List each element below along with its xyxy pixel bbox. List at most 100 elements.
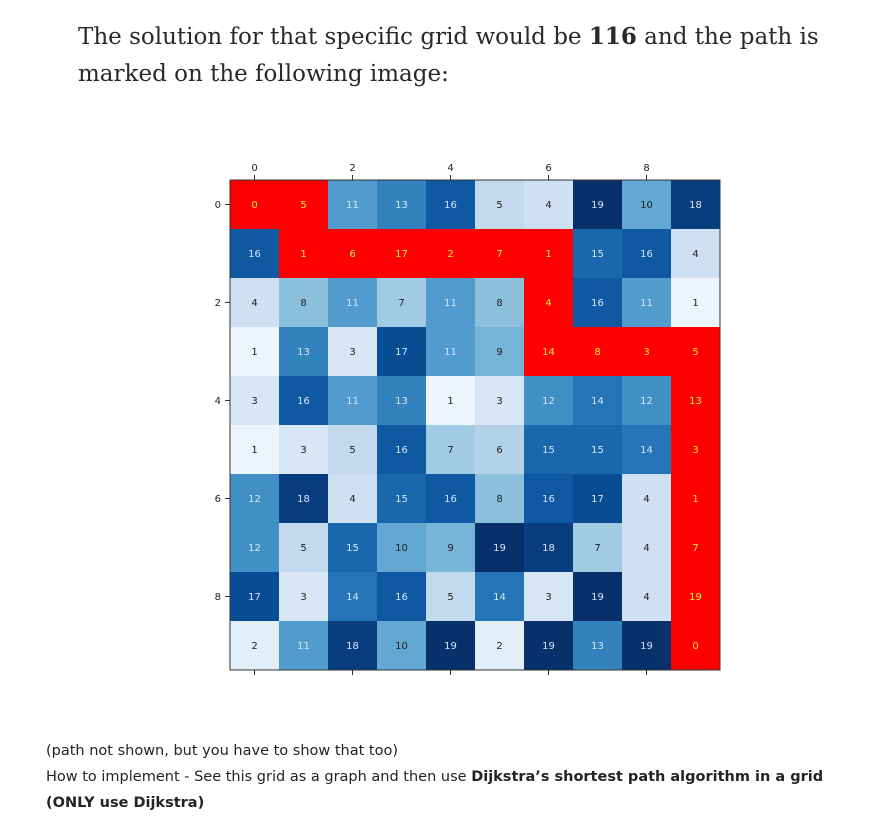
- cell-value: 7: [496, 249, 502, 260]
- cell-value: 11: [640, 298, 653, 309]
- grid-cell: [328, 278, 378, 328]
- grid-cell: [622, 425, 672, 475]
- path-cell: [475, 229, 525, 279]
- grid-cell: [230, 278, 280, 328]
- grid-cell: [622, 278, 672, 328]
- grid-cell: [475, 621, 525, 671]
- grid-cell: [671, 278, 721, 328]
- cell-value: 12: [248, 494, 261, 505]
- grid-cell: [622, 523, 672, 573]
- grid-cell: [573, 180, 623, 230]
- cell-value: 16: [248, 249, 261, 260]
- cell-value: 14: [591, 396, 604, 407]
- grid-cell: [671, 229, 721, 279]
- grid-cell: [377, 474, 427, 524]
- cell-value: 7: [594, 543, 600, 554]
- cell-value: 4: [545, 298, 551, 309]
- cell-value: 1: [251, 445, 257, 456]
- grid-cell: [328, 572, 378, 622]
- cell-value: 7: [447, 445, 453, 456]
- grid-cell: [426, 376, 476, 426]
- cell-value: 16: [297, 396, 310, 407]
- grid-cell: [671, 180, 721, 230]
- grid-cell: [475, 327, 525, 377]
- cell-value: 2: [496, 641, 502, 652]
- grid-cell: [524, 376, 574, 426]
- cell-value: 3: [251, 396, 257, 407]
- grid-cell: [426, 621, 476, 671]
- grid-cell: [524, 425, 574, 475]
- cell-value: 4: [643, 494, 649, 505]
- cell-value: 4: [251, 298, 257, 309]
- cell-value: 13: [689, 396, 702, 407]
- cell-value: 1: [692, 298, 698, 309]
- cell-value: 1: [251, 347, 257, 358]
- grid-cell: [426, 327, 476, 377]
- y-tick-label: 4: [215, 396, 221, 407]
- path-cell: [377, 229, 427, 279]
- cell-value: 12: [248, 543, 261, 554]
- cell-value: 3: [300, 445, 306, 456]
- cell-value: 4: [692, 249, 698, 260]
- grid-cell: [377, 180, 427, 230]
- grid-cell: [573, 229, 623, 279]
- x-tick-label: 6: [545, 163, 551, 174]
- grid-cell: [230, 474, 280, 524]
- y-tick-label: 2: [215, 298, 221, 309]
- path-cell: [671, 376, 721, 426]
- cell-value: 10: [395, 543, 408, 554]
- path-cell: [671, 572, 721, 622]
- path-cell: [573, 327, 623, 377]
- cell-value: 14: [346, 592, 359, 603]
- y-tick-label: 8: [215, 592, 221, 603]
- grid-cell: [328, 621, 378, 671]
- x-tick-label: 0: [251, 163, 257, 174]
- cell-value: 16: [395, 592, 408, 603]
- grid-cell: [230, 376, 280, 426]
- path-cell: [622, 327, 672, 377]
- cell-value: 0: [251, 200, 257, 211]
- path-cell: [230, 180, 280, 230]
- cell-value: 12: [542, 396, 555, 407]
- grid-cell: [279, 327, 329, 377]
- cell-value: 18: [542, 543, 555, 554]
- intro-after: and the path is marked on the following …: [78, 24, 819, 87]
- grid-cell: [230, 523, 280, 573]
- grid-cell: [279, 474, 329, 524]
- grid-cell: [524, 572, 574, 622]
- grid-cell: [622, 180, 672, 230]
- cell-value: 12: [640, 396, 653, 407]
- grid-cell: [279, 523, 329, 573]
- instructions-note: (path not shown, but you have to show th…: [46, 738, 866, 816]
- solution-value: 116: [588, 23, 637, 50]
- cell-value: 18: [297, 494, 310, 505]
- cell-value: 10: [395, 641, 408, 652]
- grid-cell: [622, 474, 672, 524]
- cell-value: 11: [297, 641, 310, 652]
- grid-cell: [230, 229, 280, 279]
- grid-cell: [377, 327, 427, 377]
- grid-cell: [475, 425, 525, 475]
- cell-value: 19: [640, 641, 653, 652]
- cell-value: 1: [447, 396, 453, 407]
- cell-value: 2: [251, 641, 257, 652]
- cell-value: 1: [300, 249, 306, 260]
- cell-value: 8: [300, 298, 306, 309]
- cell-value: 5: [447, 592, 453, 603]
- cell-value: 5: [300, 200, 306, 211]
- cell-value: 14: [640, 445, 653, 456]
- cell-value: 14: [542, 347, 555, 358]
- grid-cell: [573, 621, 623, 671]
- path-cell: [279, 229, 329, 279]
- grid-cell: [279, 376, 329, 426]
- cell-value: 11: [444, 347, 457, 358]
- cell-value: 19: [493, 543, 506, 554]
- cell-value: 11: [346, 298, 359, 309]
- grid-cell: [524, 474, 574, 524]
- cell-value: 17: [591, 494, 604, 505]
- path-cell: [671, 474, 721, 524]
- grid-cell: [426, 278, 476, 328]
- cell-value: 1: [545, 249, 551, 260]
- cell-value: 9: [447, 543, 453, 554]
- grid-cell: [377, 572, 427, 622]
